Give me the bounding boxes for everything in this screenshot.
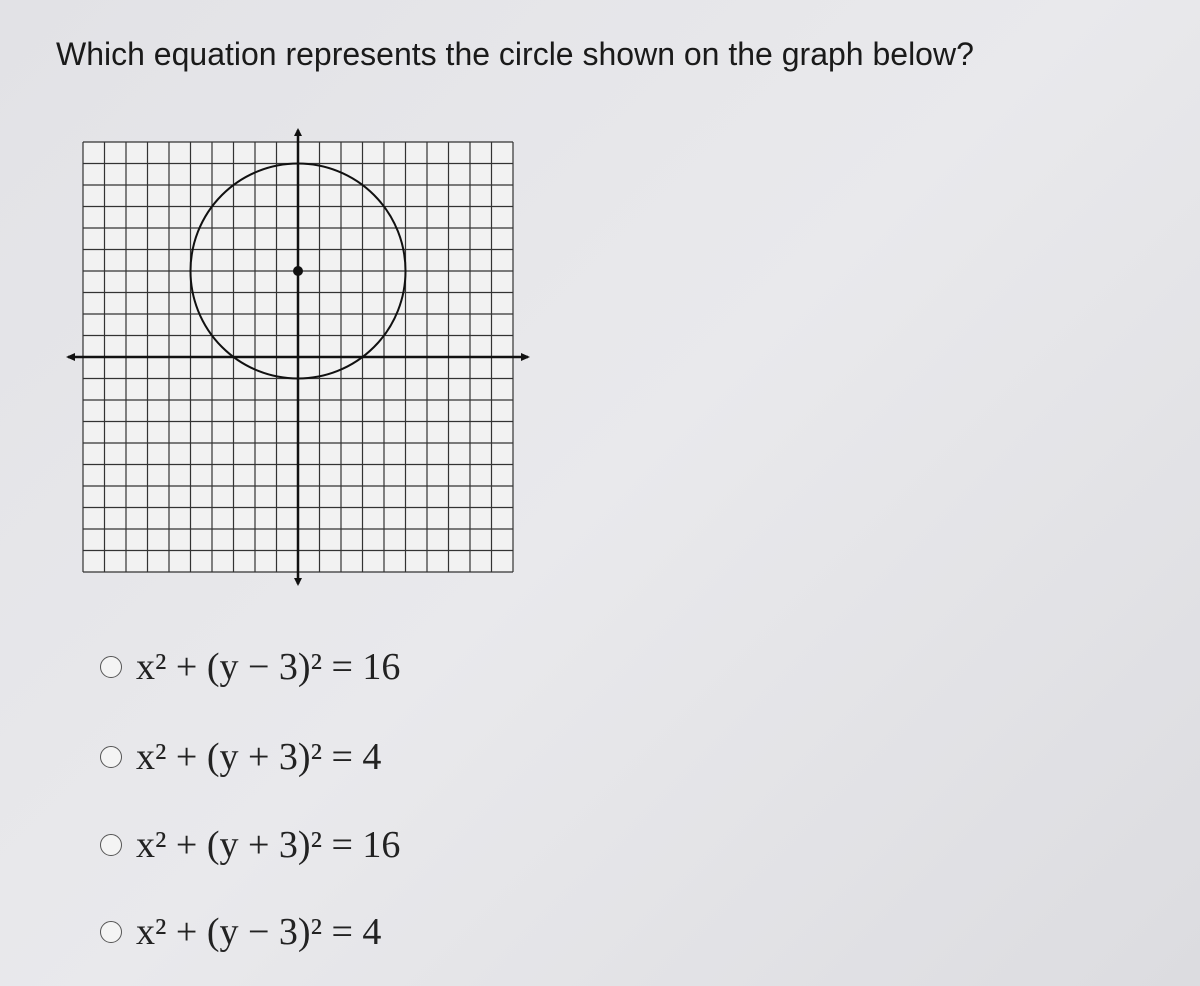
- option-label: x² + (y − 3)² = 4: [136, 911, 382, 953]
- radio-button[interactable]: [100, 656, 122, 678]
- arrow: [66, 353, 75, 361]
- option-label: x² + (y − 3)² = 16: [136, 646, 401, 688]
- option[interactable]: x² + (y − 3)² = 4: [100, 910, 381, 954]
- arrow: [521, 353, 530, 361]
- arrow: [294, 128, 302, 136]
- radio-button[interactable]: [100, 746, 122, 768]
- graph: [66, 128, 530, 586]
- option[interactable]: x² + (y + 3)² = 4: [100, 735, 381, 779]
- radio-button[interactable]: [100, 921, 122, 943]
- question: Which equation represents the circle sho…: [56, 36, 974, 72]
- option[interactable]: x² + (y − 3)² = 16: [100, 645, 400, 689]
- circle: [189, 162, 407, 380]
- option[interactable]: x² + (y + 3)² = 16: [100, 823, 400, 867]
- option-label: x² + (y + 3)² = 16: [136, 824, 401, 866]
- arrow: [294, 578, 302, 586]
- radio-button[interactable]: [100, 834, 122, 856]
- option-label: x² + (y + 3)² = 4: [136, 736, 382, 778]
- center-point: [293, 266, 303, 276]
